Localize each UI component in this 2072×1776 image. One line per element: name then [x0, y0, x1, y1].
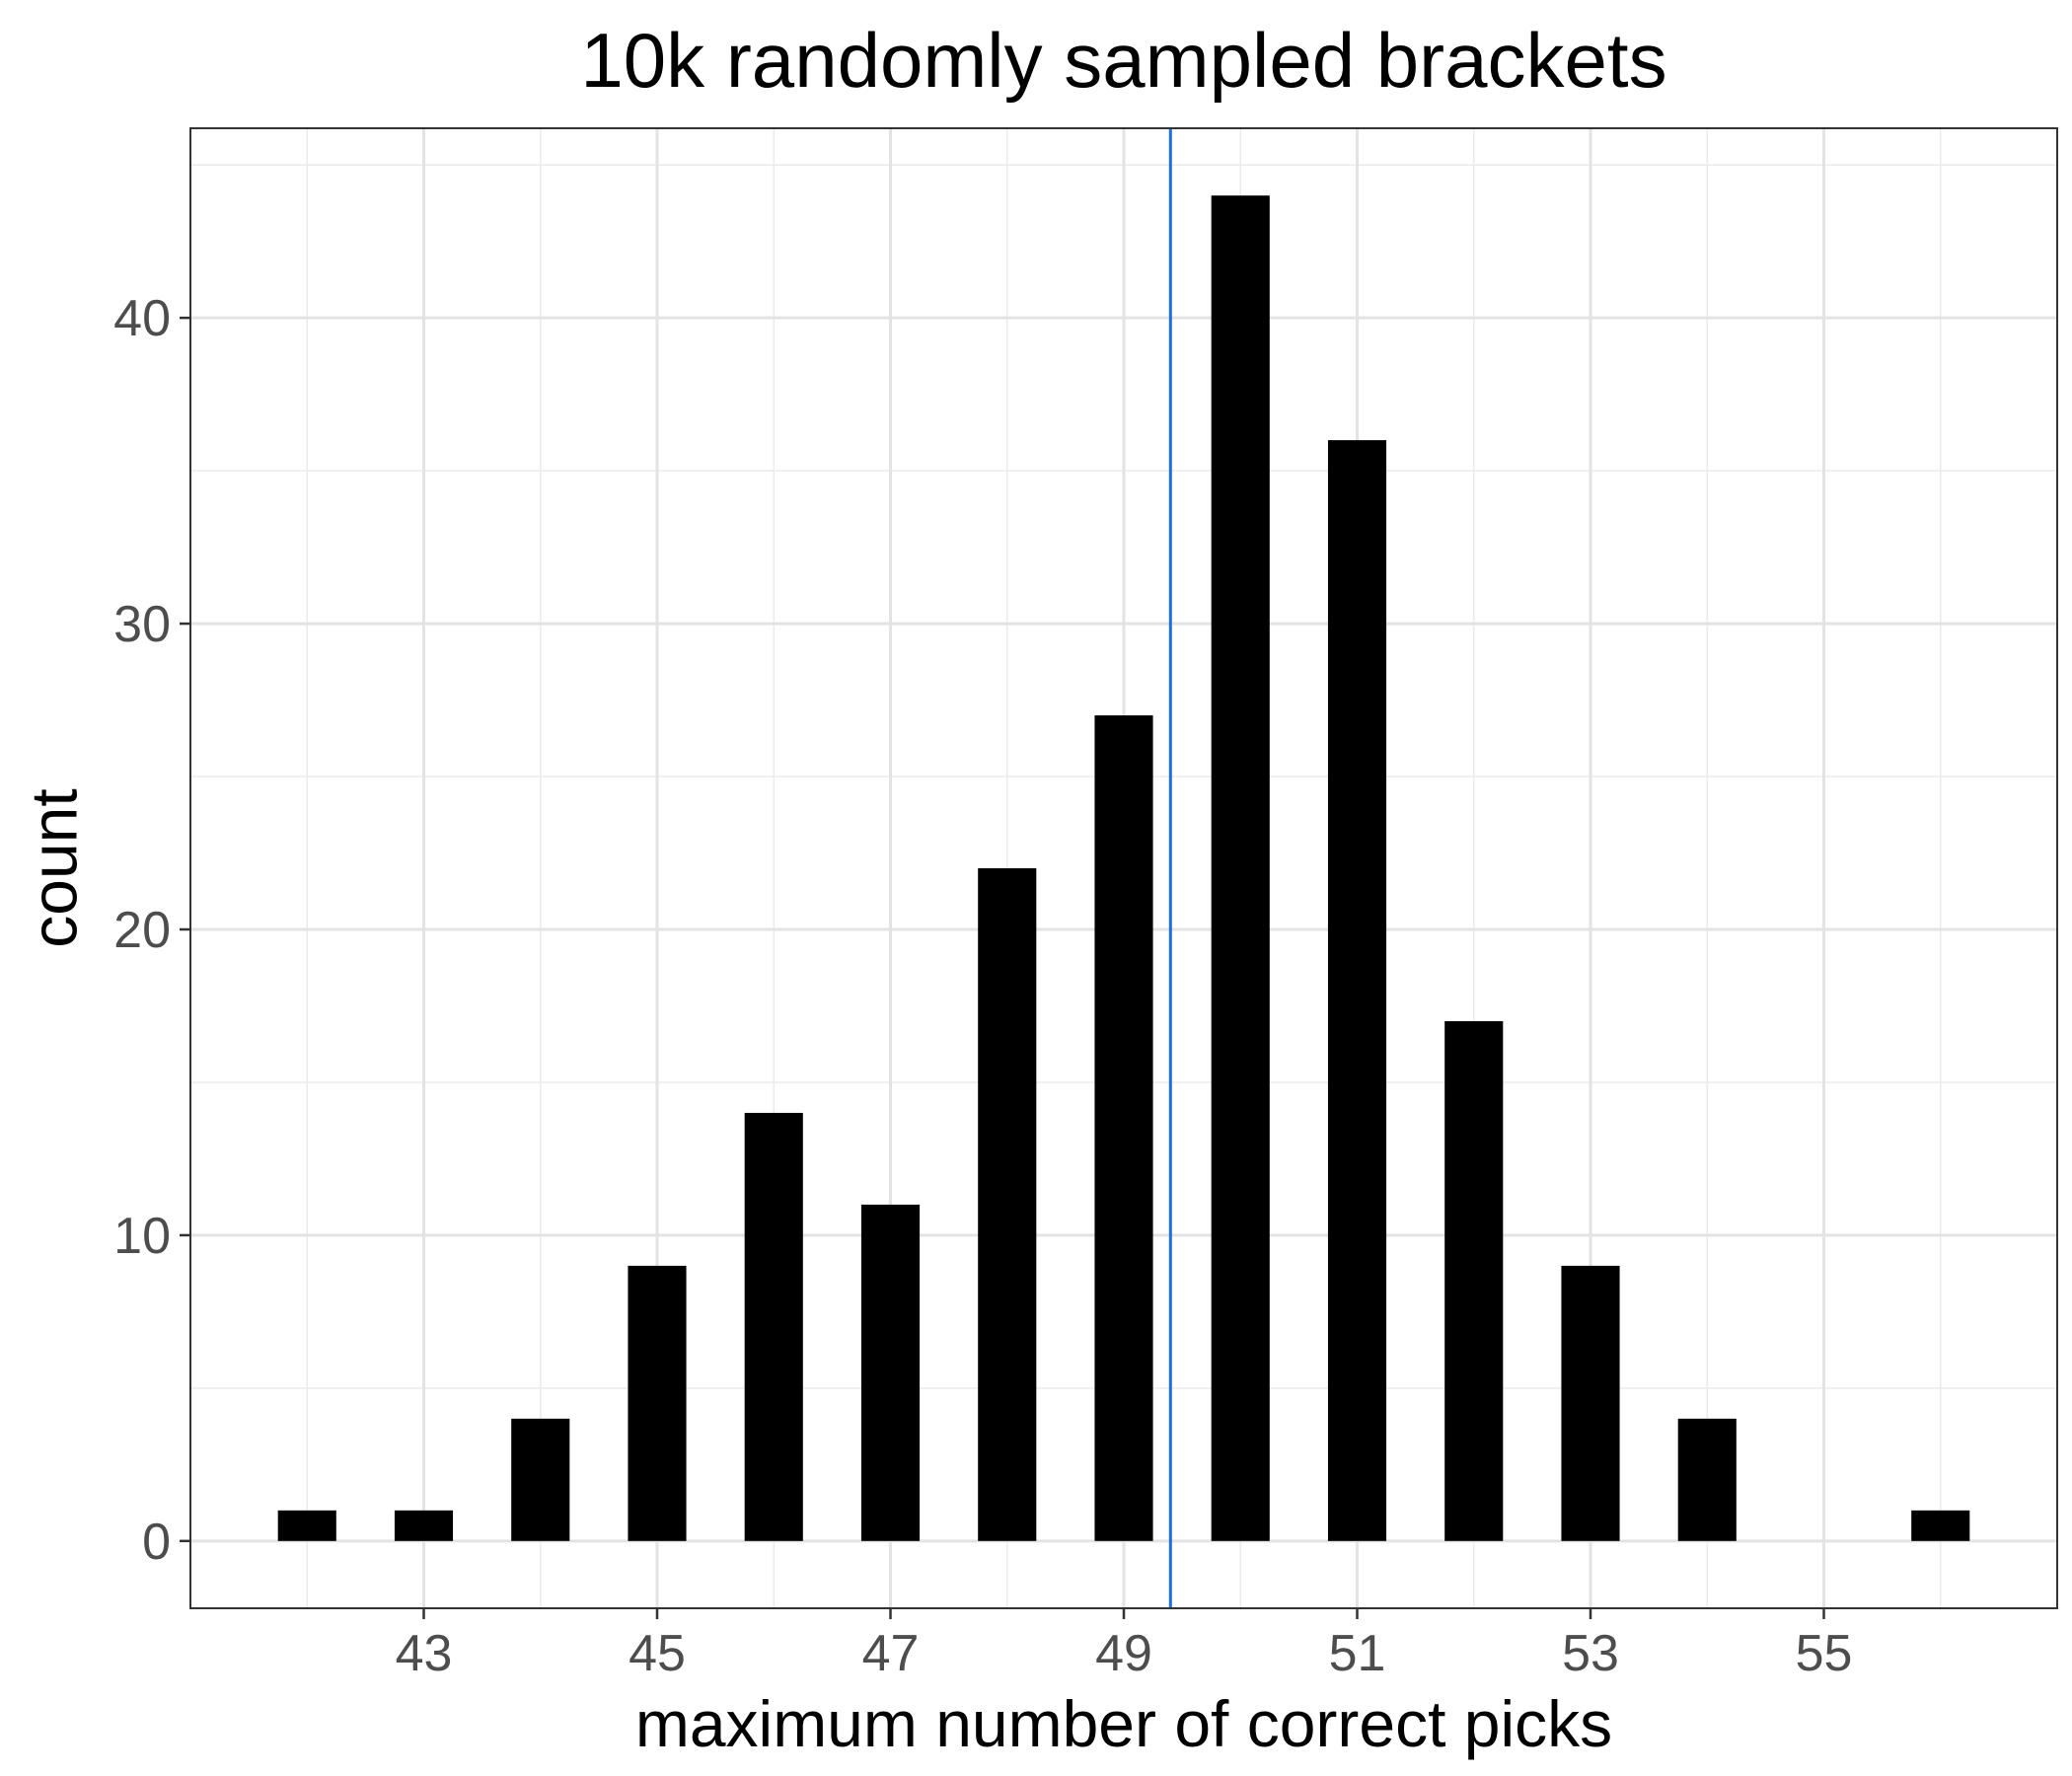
x-tick-label: 49 — [1095, 1625, 1152, 1682]
x-axis-title: maximum number of correct picks — [635, 1687, 1612, 1760]
bar — [628, 1265, 687, 1541]
bar — [1911, 1510, 1970, 1541]
bar — [978, 868, 1037, 1541]
y-tick-label: 10 — [113, 1208, 171, 1265]
x-tick-label: 43 — [396, 1625, 453, 1682]
bar — [744, 1112, 803, 1541]
x-tick-label: 53 — [1562, 1625, 1619, 1682]
bar — [1094, 715, 1153, 1541]
chart-title: 10k randomly sampled brackets — [580, 17, 1666, 104]
y-tick-label: 40 — [113, 290, 171, 347]
bar — [1444, 1020, 1504, 1541]
axis-ticks — [180, 316, 1825, 1619]
bar — [511, 1418, 570, 1541]
bar — [1677, 1418, 1737, 1541]
x-tick-label: 47 — [862, 1625, 920, 1682]
bar — [1327, 440, 1387, 1541]
bar — [1561, 1265, 1620, 1541]
y-axis-title: count — [17, 788, 90, 947]
y-tick-label: 30 — [113, 596, 171, 653]
y-tick-label: 0 — [142, 1514, 171, 1571]
y-tick-label: 20 — [113, 902, 171, 959]
bars — [277, 195, 1970, 1541]
x-tick-label: 45 — [629, 1625, 686, 1682]
bar — [394, 1510, 454, 1541]
bar — [277, 1510, 336, 1541]
x-tick-label: 55 — [1796, 1625, 1853, 1682]
tick-labels: 43 45 47 49 51 53 55 0 10 20 30 40 — [113, 290, 1852, 1682]
bar — [860, 1204, 921, 1541]
x-tick-label: 51 — [1329, 1625, 1386, 1682]
bar — [1211, 195, 1270, 1541]
